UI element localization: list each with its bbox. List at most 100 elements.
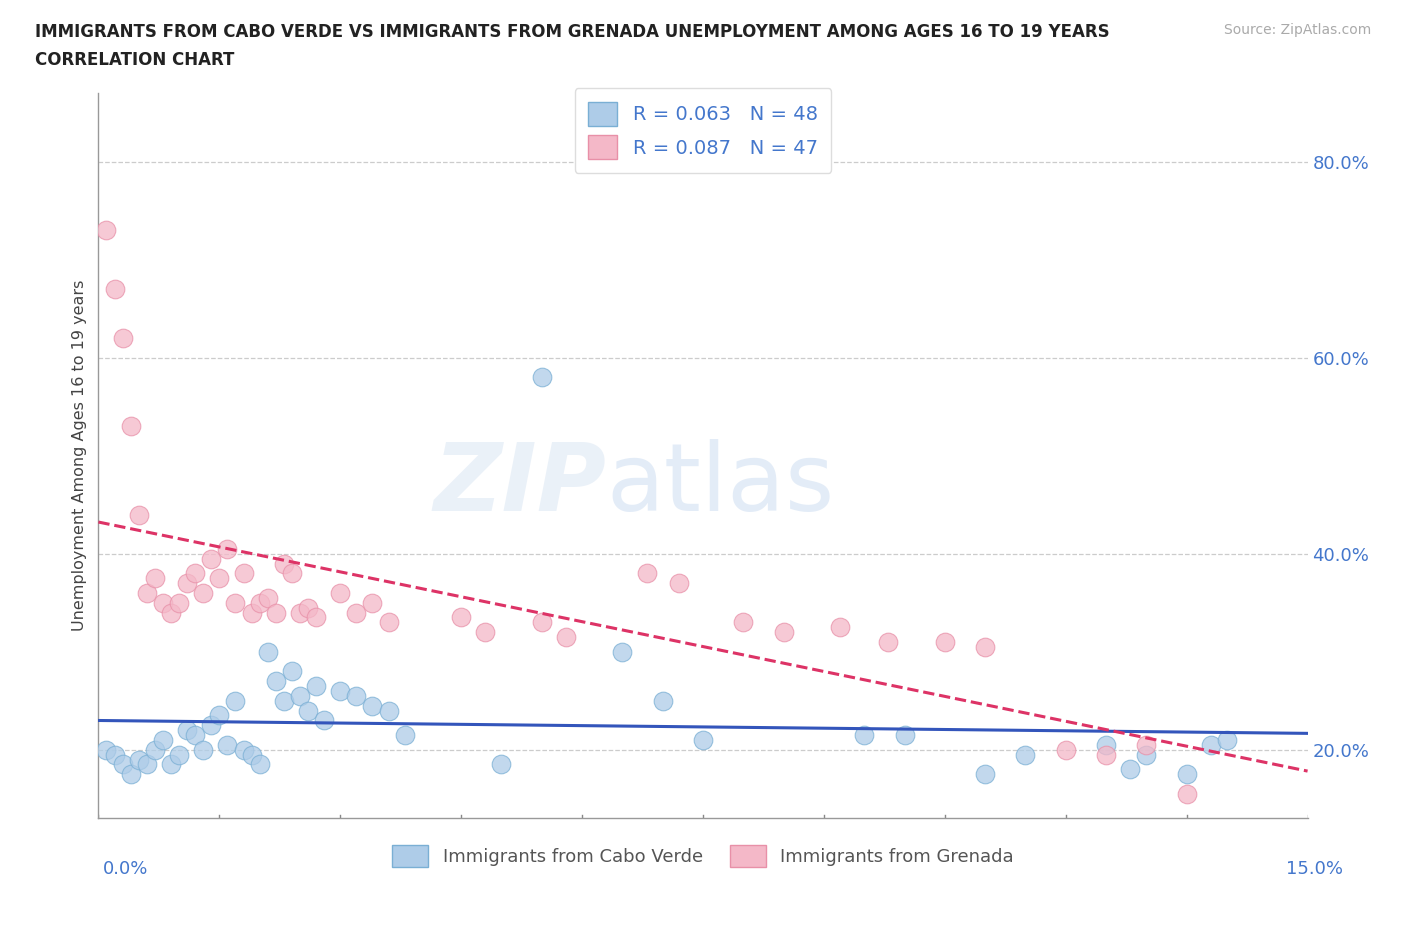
Point — [128, 752, 150, 767]
Point — [361, 698, 384, 713]
Point — [893, 727, 915, 742]
Point — [612, 644, 634, 659]
Point — [377, 703, 399, 718]
Point — [329, 586, 352, 601]
Point — [636, 565, 658, 580]
Point — [344, 688, 367, 703]
Point — [128, 507, 150, 522]
Point — [1014, 747, 1036, 762]
Point — [135, 757, 157, 772]
Point — [1135, 737, 1157, 752]
Point — [224, 694, 246, 709]
Point — [1216, 733, 1239, 748]
Point — [120, 767, 142, 782]
Point — [135, 586, 157, 601]
Point — [217, 541, 239, 556]
Point — [152, 733, 174, 748]
Point — [344, 605, 367, 620]
Point — [273, 556, 295, 571]
Point — [1135, 747, 1157, 762]
Point — [256, 591, 278, 605]
Point — [555, 630, 578, 644]
Point — [1095, 737, 1118, 752]
Point — [232, 565, 254, 580]
Point — [143, 742, 166, 757]
Point — [264, 673, 287, 688]
Point — [530, 370, 553, 385]
Point — [96, 742, 118, 757]
Point — [240, 747, 263, 762]
Text: CORRELATION CHART: CORRELATION CHART — [35, 51, 235, 69]
Point — [249, 757, 271, 772]
Point — [394, 727, 416, 742]
Point — [256, 644, 278, 659]
Point — [1175, 767, 1198, 782]
Point — [733, 615, 755, 630]
Point — [1054, 742, 1077, 757]
Point — [491, 757, 513, 772]
Text: Source: ZipAtlas.com: Source: ZipAtlas.com — [1223, 23, 1371, 37]
Point — [167, 595, 190, 610]
Point — [377, 615, 399, 630]
Point — [314, 713, 336, 728]
Point — [474, 625, 496, 640]
Point — [208, 571, 231, 586]
Point — [281, 565, 304, 580]
Text: 15.0%: 15.0% — [1285, 860, 1343, 878]
Point — [281, 664, 304, 679]
Point — [224, 595, 246, 610]
Point — [1095, 747, 1118, 762]
Point — [176, 576, 198, 591]
Y-axis label: Unemployment Among Ages 16 to 19 years: Unemployment Among Ages 16 to 19 years — [72, 280, 87, 631]
Point — [120, 418, 142, 433]
Point — [877, 634, 900, 649]
Point — [297, 600, 319, 615]
Point — [152, 595, 174, 610]
Point — [273, 694, 295, 709]
Point — [103, 282, 125, 297]
Point — [193, 742, 215, 757]
Point — [103, 747, 125, 762]
Point — [329, 684, 352, 698]
Text: IMMIGRANTS FROM CABO VERDE VS IMMIGRANTS FROM GRENADA UNEMPLOYMENT AMONG AGES 16: IMMIGRANTS FROM CABO VERDE VS IMMIGRANTS… — [35, 23, 1109, 41]
Point — [143, 571, 166, 586]
Point — [264, 605, 287, 620]
Point — [361, 595, 384, 610]
Point — [184, 727, 207, 742]
Point — [176, 723, 198, 737]
Point — [249, 595, 271, 610]
Text: atlas: atlas — [606, 439, 835, 531]
Point — [167, 747, 190, 762]
Point — [853, 727, 876, 742]
Text: 0.0%: 0.0% — [103, 860, 148, 878]
Point — [1119, 762, 1142, 777]
Point — [288, 605, 311, 620]
Point — [96, 223, 118, 238]
Point — [208, 708, 231, 723]
Point — [934, 634, 956, 649]
Point — [305, 679, 328, 694]
Point — [200, 718, 222, 733]
Point — [232, 742, 254, 757]
Point — [240, 605, 263, 620]
Point — [111, 757, 134, 772]
Point — [772, 625, 794, 640]
Point — [193, 586, 215, 601]
Point — [450, 610, 472, 625]
Point — [305, 610, 328, 625]
Point — [692, 733, 714, 748]
Point — [668, 576, 690, 591]
Text: ZIP: ZIP — [433, 439, 606, 531]
Point — [160, 757, 183, 772]
Point — [297, 703, 319, 718]
Legend: Immigrants from Cabo Verde, Immigrants from Grenada: Immigrants from Cabo Verde, Immigrants f… — [385, 838, 1021, 874]
Point — [217, 737, 239, 752]
Point — [160, 605, 183, 620]
Point — [200, 551, 222, 566]
Point — [1175, 787, 1198, 802]
Point — [530, 615, 553, 630]
Point — [184, 565, 207, 580]
Point — [651, 694, 673, 709]
Point — [974, 767, 997, 782]
Point — [1199, 737, 1222, 752]
